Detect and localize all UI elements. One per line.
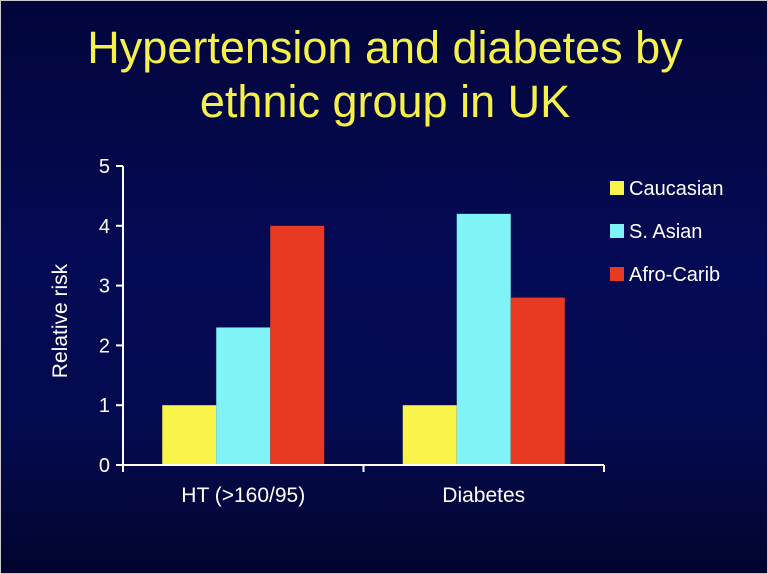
y-axis-label: Relative risk (49, 263, 72, 378)
bar-afro-carib-0 (270, 225, 325, 465)
y-tick-label: 3 (99, 276, 110, 298)
y-tick-label: 5 (99, 156, 110, 178)
legend-swatch (610, 267, 624, 281)
y-tick-label: 1 (99, 395, 110, 417)
chart-title: Hypertension and diabetes by ethnic grou… (1, 21, 767, 129)
title-line-1: Hypertension and diabetes by (87, 22, 683, 73)
legend-label: Afro-Carib (629, 264, 720, 286)
bars-group (162, 213, 565, 465)
title-line-2: ethnic group in UK (199, 76, 571, 127)
x-category-label: HT (>160/95) (181, 484, 305, 507)
x-category-label: Diabetes (442, 484, 525, 507)
legend-label: S. Asian (629, 221, 702, 243)
y-tick-label: 4 (99, 216, 110, 238)
x-category-labels: HT (>160/95) Diabetes (181, 484, 525, 507)
bar-afro-carib-1 (510, 297, 565, 465)
legend-swatch (610, 181, 624, 195)
bar-caucasian-1 (402, 405, 457, 465)
y-tick-label: 0 (99, 455, 110, 477)
bar-s-asian-0 (216, 327, 271, 465)
y-tick-label: 2 (99, 335, 110, 357)
legend: Caucasian S. Asian Afro-Carib (610, 178, 724, 286)
y-ticks-group: 0 1 2 3 4 5 (99, 156, 123, 477)
legend-swatch (610, 224, 624, 238)
bar-caucasian-0 (162, 405, 217, 465)
legend-label: Caucasian (629, 178, 724, 200)
axes-group (122, 166, 605, 472)
bar-s-asian-1 (456, 213, 511, 465)
